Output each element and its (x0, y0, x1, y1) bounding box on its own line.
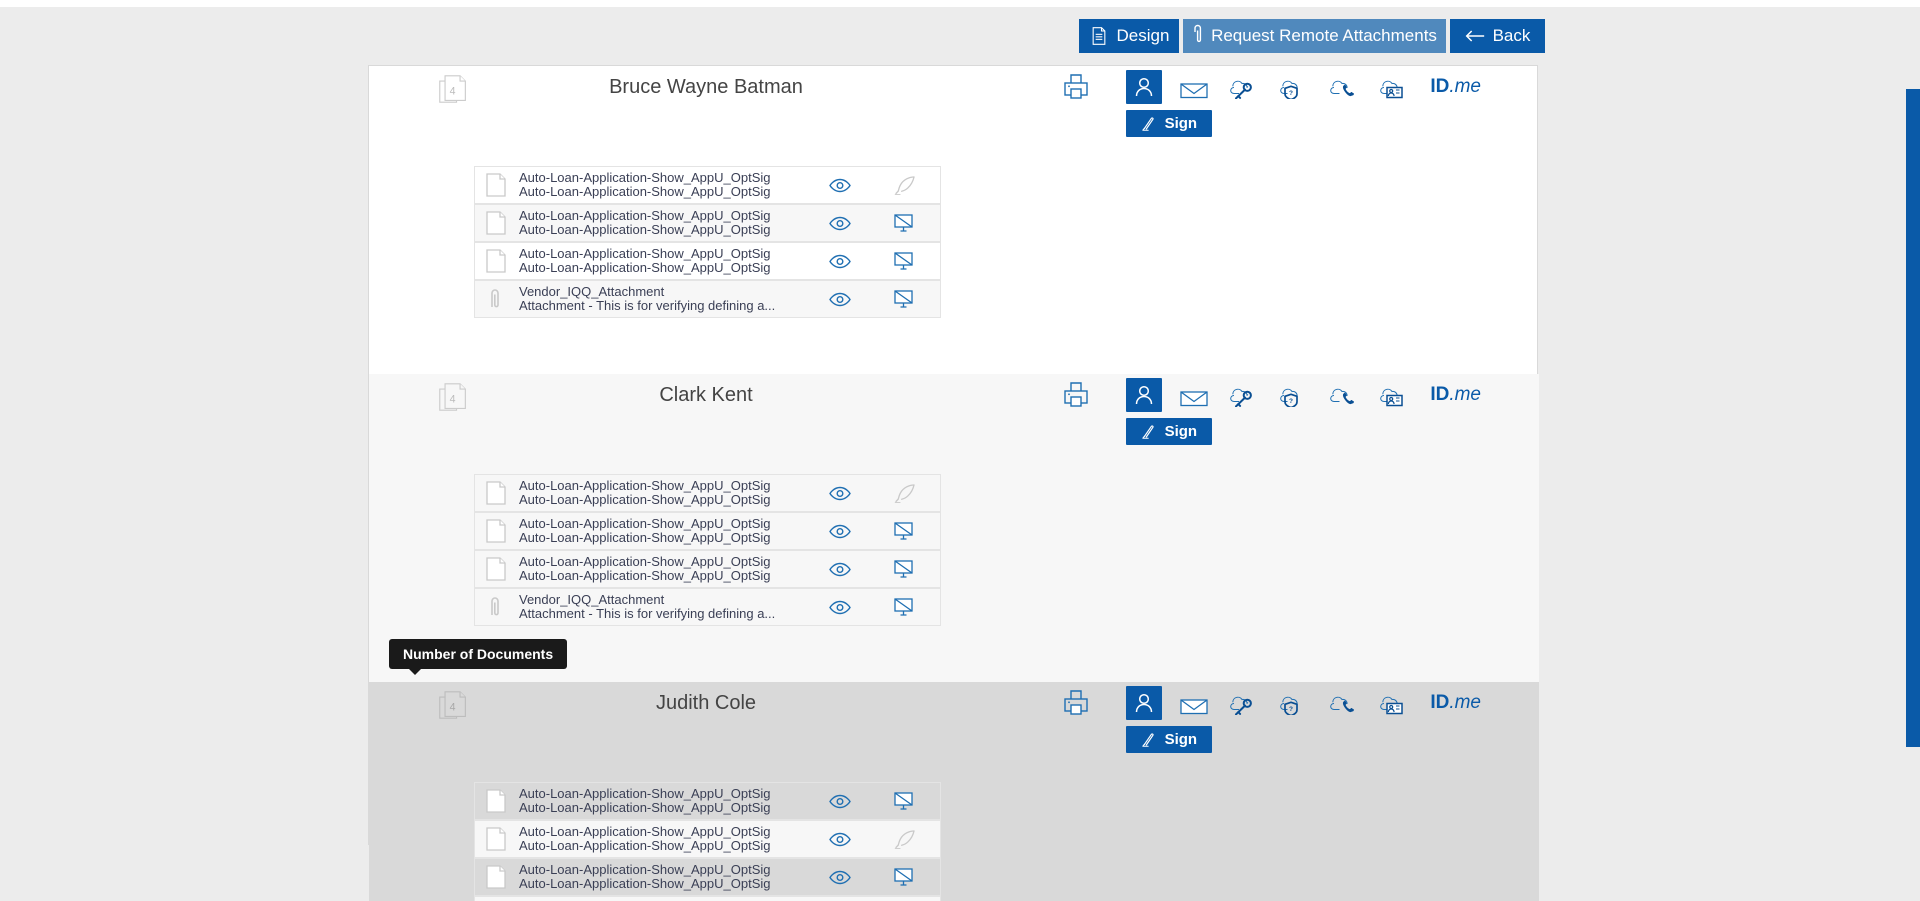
svg-text:?: ? (1289, 90, 1293, 97)
svg-text:4: 4 (450, 701, 456, 713)
svg-text:4: 4 (450, 393, 456, 405)
svg-text:4: 4 (450, 85, 456, 97)
svg-text:?: ? (1289, 706, 1293, 713)
svg-text:?: ? (1289, 398, 1293, 405)
